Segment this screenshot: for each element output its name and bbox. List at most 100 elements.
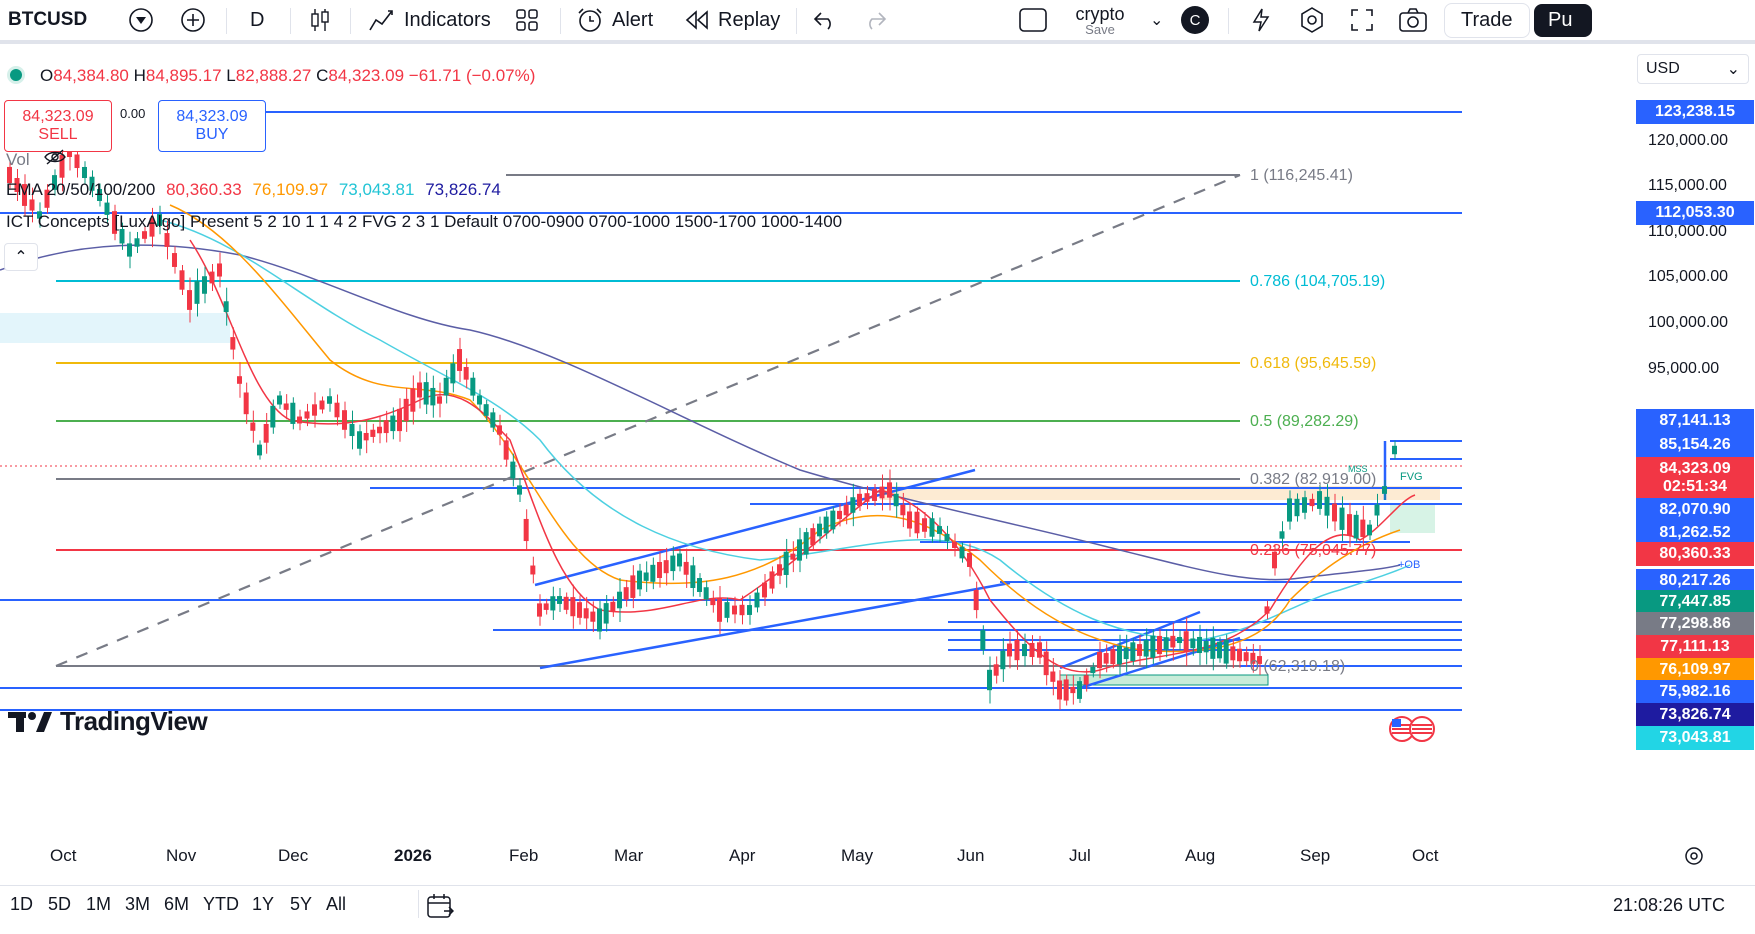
redo-icon[interactable] bbox=[862, 0, 888, 40]
eye-hidden-icon[interactable] bbox=[44, 149, 67, 169]
range-button-ytd[interactable]: YTD bbox=[203, 894, 239, 914]
buy-button[interactable]: 84,323.09 BUY bbox=[158, 100, 266, 152]
candle-body bbox=[703, 587, 709, 600]
trade-button[interactable]: Trade bbox=[1444, 0, 1530, 40]
price-chart[interactable]: +OB FVG MSS bbox=[0, 44, 1755, 885]
candle-body bbox=[987, 669, 992, 691]
range-button-1d[interactable]: 1D bbox=[10, 894, 34, 914]
divider bbox=[418, 890, 419, 918]
candle-body bbox=[857, 493, 862, 507]
layout-name-button[interactable]: crypto Save bbox=[1068, 0, 1132, 40]
chevron-down-icon: ⌄ bbox=[1726, 61, 1740, 78]
divider bbox=[796, 8, 797, 34]
candle-body bbox=[907, 511, 912, 529]
range-button-5y[interactable]: 5Y bbox=[290, 894, 313, 914]
range-button-5d[interactable]: 5D bbox=[48, 894, 72, 914]
avatar-letter: C bbox=[1181, 6, 1209, 34]
layout-icon[interactable] bbox=[1018, 0, 1048, 40]
candle-body bbox=[342, 410, 347, 430]
candle-body bbox=[1150, 635, 1156, 658]
indicators-button[interactable]: Indicators bbox=[368, 0, 491, 40]
candle-body bbox=[410, 388, 416, 412]
candle-body bbox=[710, 598, 716, 606]
range-button-6m[interactable]: 6M bbox=[164, 894, 190, 914]
buy-price: 84,323.09 bbox=[176, 108, 248, 125]
candle-body bbox=[754, 592, 760, 608]
clock[interactable]: 21:08:26 UTC bbox=[1612, 895, 1725, 915]
divider bbox=[560, 8, 561, 34]
candle-body bbox=[747, 605, 752, 615]
candle-style-icon[interactable] bbox=[308, 0, 332, 40]
us-flag-icon[interactable] bbox=[1388, 715, 1436, 748]
ema-indicator[interactable]: EMA 20/50/100/200 80,360.33 76,109.97 73… bbox=[6, 180, 501, 200]
candle-body bbox=[557, 596, 562, 604]
candle-body bbox=[1250, 652, 1256, 664]
avatar[interactable]: C bbox=[1181, 0, 1209, 40]
candle-body bbox=[523, 518, 529, 542]
candle-body bbox=[1237, 648, 1242, 662]
candle-body bbox=[22, 184, 27, 206]
candle-body bbox=[1309, 498, 1315, 507]
date-range-icon[interactable] bbox=[426, 893, 455, 924]
sell-button[interactable]: 84,323.09 SELL bbox=[4, 100, 112, 152]
candle-body bbox=[1203, 641, 1209, 653]
settings-icon[interactable] bbox=[1298, 0, 1326, 40]
candle-body bbox=[617, 591, 622, 609]
candle-body bbox=[872, 489, 877, 501]
candle-body bbox=[1324, 496, 1330, 516]
candle-body bbox=[250, 422, 256, 431]
candle-body bbox=[597, 608, 602, 632]
candle-body bbox=[803, 532, 809, 555]
candle-body bbox=[397, 408, 402, 432]
candle-body bbox=[563, 596, 569, 610]
mss-label: MSS bbox=[1348, 464, 1368, 474]
candle-body bbox=[777, 564, 782, 576]
candle-body bbox=[312, 404, 317, 416]
candle-body bbox=[157, 214, 162, 226]
publish-button[interactable]: Pu bbox=[1534, 0, 1593, 40]
layouts-icon[interactable] bbox=[514, 0, 540, 40]
candle-body bbox=[893, 493, 899, 507]
candle-body bbox=[179, 270, 185, 290]
time-axis-label: Oct bbox=[50, 846, 77, 865]
candle-body bbox=[810, 528, 816, 546]
range-button-1y[interactable]: 1Y bbox=[252, 894, 275, 914]
undo-icon[interactable] bbox=[812, 0, 838, 40]
settings-gear-icon[interactable] bbox=[1683, 845, 1705, 872]
candle-body bbox=[82, 166, 87, 179]
chevron-down-icon[interactable]: ⌄ bbox=[1150, 12, 1164, 29]
candle-body bbox=[497, 425, 502, 435]
candle-body bbox=[922, 518, 927, 532]
candle-body bbox=[443, 377, 449, 396]
time-axis-label: Apr bbox=[729, 846, 756, 865]
high-value: 84,895.17 bbox=[145, 66, 222, 85]
candle-body bbox=[1332, 503, 1337, 522]
candle-body bbox=[837, 510, 842, 520]
candle-body bbox=[483, 404, 489, 416]
replay-button[interactable]: Replay bbox=[684, 0, 780, 40]
symbol-search[interactable]: BTCUSD bbox=[8, 0, 87, 40]
range-button-3m[interactable]: 3M bbox=[125, 894, 151, 914]
collapse-legend-button[interactable]: ⌃ bbox=[4, 243, 38, 271]
price-tag: 87,141.13 bbox=[1636, 409, 1754, 433]
candle-body bbox=[164, 233, 170, 247]
compare-add-icon[interactable] bbox=[180, 0, 206, 40]
volume-indicator[interactable]: Vol bbox=[6, 149, 67, 170]
range-button-all[interactable]: All bbox=[326, 894, 347, 914]
candle-body bbox=[1210, 637, 1216, 659]
candle-body bbox=[1057, 680, 1062, 700]
range-button-1m[interactable]: 1M bbox=[86, 894, 112, 914]
watchlist-icon[interactable] bbox=[128, 0, 154, 40]
candle-body bbox=[390, 415, 396, 432]
candle-body bbox=[630, 575, 636, 598]
candle-body bbox=[732, 605, 737, 615]
camera-icon[interactable] bbox=[1398, 0, 1428, 40]
interval-button[interactable]: D bbox=[250, 0, 264, 40]
quick-search-icon[interactable] bbox=[1248, 0, 1274, 40]
fullscreen-icon[interactable] bbox=[1350, 0, 1374, 40]
currency-select[interactable]: USD ⌄ bbox=[1637, 54, 1749, 84]
candle-body bbox=[952, 541, 957, 549]
alert-button[interactable]: Alert bbox=[576, 0, 653, 40]
interval-label: D bbox=[250, 8, 265, 31]
ict-indicator[interactable]: ICT Concepts [LuxAlgo] Present 5 2 10 1 … bbox=[6, 212, 842, 232]
